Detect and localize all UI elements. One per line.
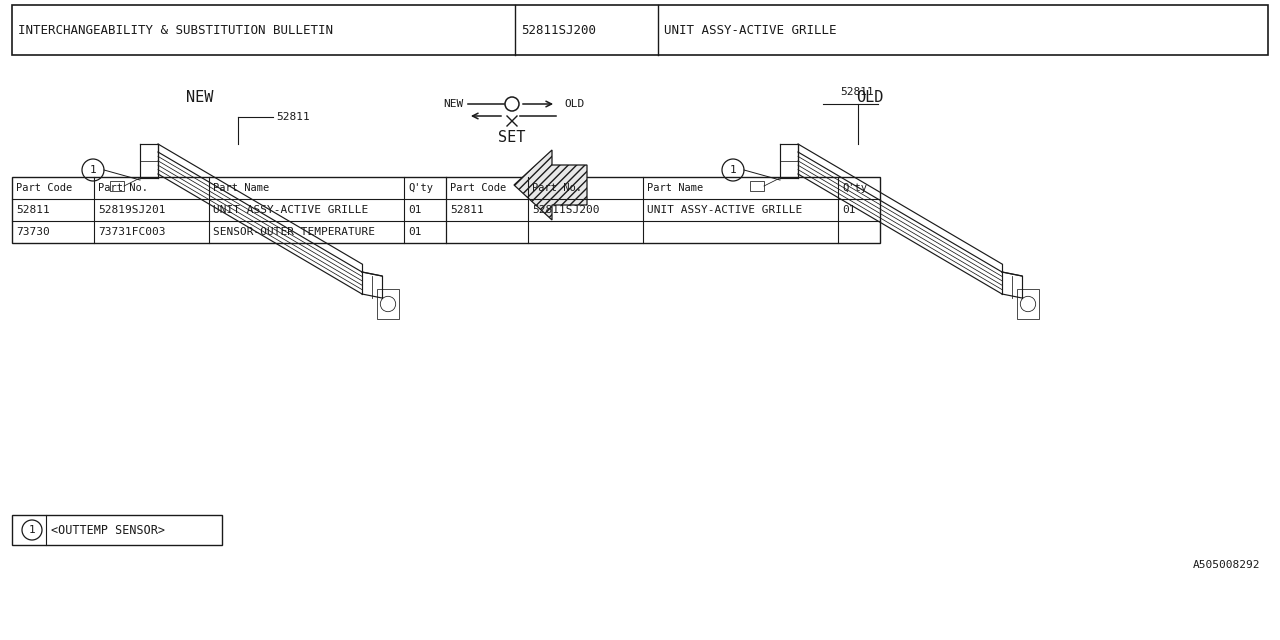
Text: 73731FC003: 73731FC003 [99, 227, 165, 237]
Text: 52819SJ201: 52819SJ201 [99, 205, 165, 215]
Text: 01: 01 [408, 227, 421, 237]
Text: UNIT ASSY-ACTIVE GRILLE: UNIT ASSY-ACTIVE GRILLE [664, 24, 837, 36]
Text: Q'ty: Q'ty [408, 183, 433, 193]
Text: SENSOR-OUTER TEMPERATURE: SENSOR-OUTER TEMPERATURE [212, 227, 375, 237]
Text: 52811: 52811 [840, 87, 874, 97]
Text: UNIT ASSY-ACTIVE GRILLE: UNIT ASSY-ACTIVE GRILLE [212, 205, 369, 215]
Text: 52811SJ200: 52811SJ200 [521, 24, 596, 36]
Text: OLD: OLD [856, 90, 883, 104]
Bar [378, 289, 399, 319]
Text: 52811: 52811 [15, 205, 50, 215]
Bar [110, 181, 124, 191]
Text: 52811SJ200: 52811SJ200 [532, 205, 599, 215]
Text: 52811: 52811 [451, 205, 484, 215]
Text: 73730: 73730 [15, 227, 50, 237]
Text: Part Name: Part Name [646, 183, 703, 193]
Text: Q'ty: Q'ty [842, 183, 867, 193]
Text: A505008292: A505008292 [1193, 560, 1260, 570]
Text: 01: 01 [408, 205, 421, 215]
Text: Part Code: Part Code [451, 183, 507, 193]
Polygon shape [515, 150, 588, 220]
Text: UNIT ASSY-ACTIVE GRILLE: UNIT ASSY-ACTIVE GRILLE [646, 205, 803, 215]
Text: SET: SET [498, 130, 526, 145]
Text: Part No.: Part No. [99, 183, 148, 193]
Text: INTERCHANGEABILITY & SUBSTITUTION BULLETIN: INTERCHANGEABILITY & SUBSTITUTION BULLET… [18, 24, 333, 36]
Text: NEW: NEW [444, 99, 465, 109]
Text: Part No.: Part No. [532, 183, 582, 193]
Text: 01: 01 [842, 205, 855, 215]
Text: OLD: OLD [564, 99, 584, 109]
Text: 1: 1 [730, 165, 736, 175]
Text: NEW: NEW [187, 90, 214, 104]
Bar [12, 515, 221, 545]
Text: <OUTTEMP SENSOR>: <OUTTEMP SENSOR> [51, 524, 165, 536]
Text: Part Code: Part Code [15, 183, 72, 193]
Bar [750, 181, 764, 191]
Bar [12, 5, 1268, 55]
Text: Part Name: Part Name [212, 183, 269, 193]
Bar [1018, 289, 1039, 319]
Text: 1: 1 [90, 165, 96, 175]
Bar [12, 177, 881, 243]
Text: 1: 1 [28, 525, 36, 535]
Text: 52811: 52811 [276, 112, 310, 122]
